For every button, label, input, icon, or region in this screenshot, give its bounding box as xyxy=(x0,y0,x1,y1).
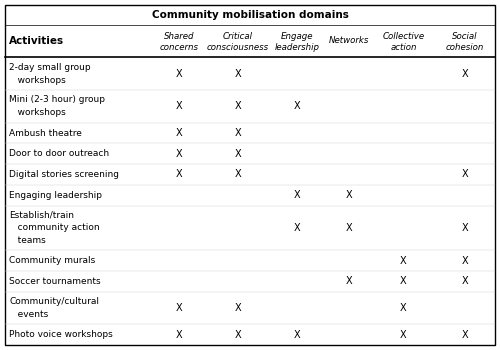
Text: Mini (2-3 hour) group: Mini (2-3 hour) group xyxy=(9,95,105,104)
Text: X: X xyxy=(176,169,183,180)
Text: Establish/train: Establish/train xyxy=(9,211,74,219)
Text: X: X xyxy=(462,223,468,233)
Text: X: X xyxy=(176,330,183,340)
Text: X: X xyxy=(462,256,468,266)
Text: Community/cultural: Community/cultural xyxy=(9,297,99,306)
Text: Photo voice workshops: Photo voice workshops xyxy=(9,330,113,339)
Text: X: X xyxy=(234,149,241,159)
Text: X: X xyxy=(462,69,468,79)
Text: X: X xyxy=(294,223,301,233)
Text: community action: community action xyxy=(9,223,100,232)
Text: workshops: workshops xyxy=(9,76,66,85)
Text: X: X xyxy=(294,190,301,200)
Text: X: X xyxy=(234,169,241,180)
Text: Social: Social xyxy=(452,32,478,41)
Text: X: X xyxy=(234,69,241,79)
Text: X: X xyxy=(346,223,352,233)
Text: X: X xyxy=(400,256,407,266)
Text: X: X xyxy=(462,169,468,180)
Text: X: X xyxy=(234,102,241,111)
Text: concerns: concerns xyxy=(160,43,199,52)
Text: Engage: Engage xyxy=(281,32,314,41)
Text: X: X xyxy=(462,330,468,340)
Text: X: X xyxy=(294,330,301,340)
Text: X: X xyxy=(176,303,183,313)
Text: consciousness: consciousness xyxy=(206,43,268,52)
Text: X: X xyxy=(294,102,301,111)
Text: Shared: Shared xyxy=(164,32,195,41)
Text: Community murals: Community murals xyxy=(9,256,95,265)
Text: Digital stories screening: Digital stories screening xyxy=(9,170,119,179)
Text: X: X xyxy=(400,303,407,313)
Text: X: X xyxy=(234,128,241,138)
Text: Collective: Collective xyxy=(382,32,424,41)
Text: X: X xyxy=(462,276,468,286)
Text: Networks: Networks xyxy=(328,36,369,46)
Text: X: X xyxy=(346,190,352,200)
Text: X: X xyxy=(176,128,183,138)
Text: Ambush theatre: Ambush theatre xyxy=(9,128,82,138)
Text: X: X xyxy=(176,69,183,79)
Text: X: X xyxy=(400,276,407,286)
Text: X: X xyxy=(176,149,183,159)
Text: X: X xyxy=(234,303,241,313)
Text: Activities: Activities xyxy=(9,36,64,46)
Text: Critical: Critical xyxy=(222,32,252,41)
Text: 2-day small group: 2-day small group xyxy=(9,63,90,72)
Text: leadership: leadership xyxy=(275,43,320,52)
Text: X: X xyxy=(176,102,183,111)
Text: Door to door outreach: Door to door outreach xyxy=(9,149,109,158)
Text: teams: teams xyxy=(9,236,46,245)
Text: Engaging leadership: Engaging leadership xyxy=(9,191,102,199)
Text: events: events xyxy=(9,310,48,319)
Text: workshops: workshops xyxy=(9,108,66,117)
Text: cohesion: cohesion xyxy=(446,43,484,52)
Text: Community mobilisation domains: Community mobilisation domains xyxy=(152,10,348,20)
Text: action: action xyxy=(390,43,417,52)
Text: X: X xyxy=(400,330,407,340)
Text: Soccer tournaments: Soccer tournaments xyxy=(9,277,101,286)
Text: X: X xyxy=(346,276,352,286)
Text: X: X xyxy=(234,330,241,340)
